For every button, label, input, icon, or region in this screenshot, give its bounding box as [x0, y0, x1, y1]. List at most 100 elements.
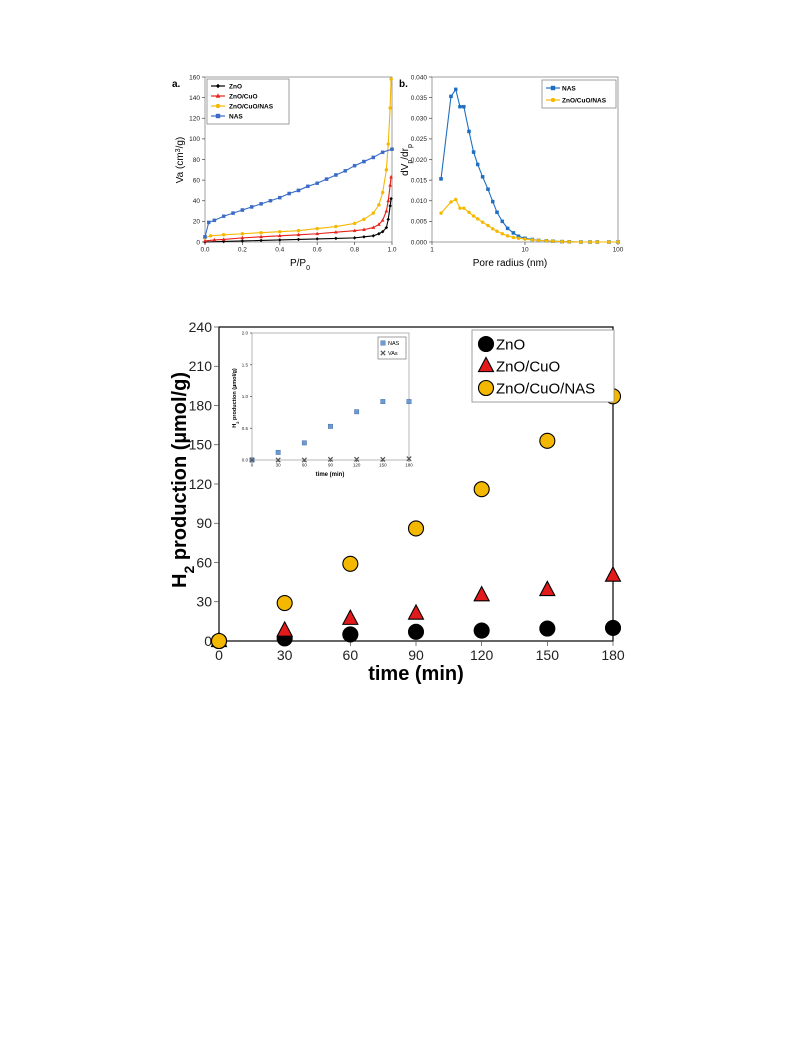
panel-b-y-tick-label: 0.030 [411, 116, 428, 123]
panel-a-legend-marker [215, 113, 221, 119]
panel-a-x-tick-label: 0.2 [238, 247, 247, 254]
main-legend-label: ZnO [496, 336, 525, 353]
inset-chart: 0 30 60 90 120 150 180 0.0 0.5 1.0 1.5 2.0 NAS VAs [242, 331, 414, 468]
main-x-tick-label: 30 [277, 647, 293, 663]
inset-series-nas-point [380, 399, 386, 404]
inset-series-nas-point [354, 409, 360, 415]
main-legend-box [471, 329, 615, 403]
main-legend-marker [477, 379, 495, 397]
panel-b-series-zno-cuo-nas-point [453, 197, 458, 202]
panel-a-series-zno-cuo-point [380, 218, 385, 222]
panel-a-series-zno-cuo-point [240, 235, 245, 240]
panel-a-series-zno-cuo-nas-point [208, 234, 213, 238]
panel-b-xlabel: Pore radius (nm) [473, 258, 547, 269]
panel-a-x-tick-label: 0.8 [350, 247, 359, 254]
panel-b-series-zno-cuo-nas-point [490, 227, 495, 231]
inset-series-vas-point [380, 456, 386, 462]
panel-b-legend-label: NAS [562, 85, 576, 92]
panel-b-series-zno-cuo-nas-point [449, 200, 453, 204]
inset-xlabel: time (min) [316, 472, 345, 478]
panel-b-series-zno-cuo-nas-point [495, 229, 499, 234]
panel-a-x-tick-label: 0.0 [200, 247, 209, 254]
main-series-zno-cuo-point [473, 585, 491, 602]
panel-a-series-zno-cuo-nas-point [221, 233, 226, 237]
inset-x-tick-label: 0 [251, 463, 254, 468]
inset-y-tick-label: 1.5 [242, 362, 249, 367]
main-legend-label: ZnO/CuO/NAS [496, 380, 595, 397]
inset-legend-marker [380, 350, 386, 356]
panel-a-series-zno-cuo-nas-point [334, 224, 338, 229]
inset-y-tick-label: 2.0 [242, 331, 249, 336]
panel-a-series-zno-point [334, 236, 338, 241]
panel-a-y-tick-label: 100 [189, 136, 200, 143]
panel-b-series-zno-cuo-nas-point [467, 210, 471, 215]
panel-a-series-nas-point [324, 177, 329, 181]
inset-legend-label: NAS [388, 341, 400, 347]
panel-b-y-tick-label: 0.020 [411, 157, 428, 164]
panel-b-series-zno-cuo-nas-point [544, 239, 549, 243]
panel-b-chart: 1 10 100 0.000 0.005 0.010 0.015 0.020 0.025 0.03… [411, 74, 624, 253]
panel-a-series-zno-point [384, 225, 389, 230]
inset-x-tick-label: 30 [276, 463, 282, 468]
panel-b-series-nas-point [495, 210, 499, 215]
panel-b-series-zno-cuo-nas-point [523, 237, 527, 241]
panel-a-series-zno-cuo-point [384, 208, 389, 213]
main-x-tick-label: 120 [470, 647, 494, 663]
panel-b-series-zno-cuo-nas-point [551, 239, 555, 243]
panel-b-series-nas-point [458, 104, 462, 109]
panel-a-series-nas-point [221, 214, 226, 218]
panel-a-series-zno-cuo-nas-point [384, 168, 389, 172]
panel-a-series-zno-cuo-point [212, 237, 217, 242]
panel-b-series-zno-cuo-nas-point [536, 238, 541, 243]
panel-b-x-tick-label: 10 [521, 247, 529, 254]
panel-b-y-tick-label: 0.025 [411, 136, 428, 143]
panel-a-series-zno-point [315, 237, 320, 241]
main-y-tick-label: 60 [196, 554, 212, 570]
panel-a-series-zno-cuo-nas-point [315, 226, 319, 231]
panel-b-series-nas-point [453, 87, 458, 92]
panel-b-series-zno-cuo-nas-point [567, 240, 572, 244]
panel-a-series-zno-cuo-point [386, 198, 391, 203]
panel-a-series-zno-point [371, 234, 376, 238]
panel-b-series-nas-point [500, 219, 505, 224]
panel-b-series-zno-cuo-nas-point [588, 240, 592, 244]
main-y-tick-label: 30 [196, 594, 212, 610]
panel-a-series-nas-point [315, 181, 319, 185]
inset-series-vas-point [327, 456, 334, 462]
main-series-zno-point [407, 623, 425, 640]
panel-b-series-nas-point [467, 129, 471, 134]
main-xlabel: time (min) [368, 663, 464, 685]
panel-a-series-nas-point [343, 169, 347, 173]
panel-a-series-zno-cuo-point [389, 174, 393, 179]
main-series-zno-cuo-point [604, 565, 622, 582]
main-series-zno-cuo-nas-point [210, 632, 228, 650]
panel-a-series-zno-cuo-point [388, 183, 392, 187]
inset-series-nas-point [301, 440, 307, 446]
main-series-zno-point [473, 622, 490, 639]
panel-a-series-zno-cuo-point [296, 232, 301, 237]
panel-a-series-zno-cuo-nas-point [389, 77, 393, 81]
inset-y-tick-label: 0.5 [242, 426, 249, 431]
panel-a-series-nas-point [278, 195, 282, 200]
panel-a-legend-marker [215, 103, 221, 109]
panel-b-y-tick-label: 0.010 [411, 198, 428, 205]
panel-b-series-zno-cuo-nas-point [560, 239, 564, 244]
panel-a-series-zno-cuo-point [371, 225, 376, 229]
inset-y-tick-label: 0.0 [242, 458, 249, 463]
inset-x-tick-label: 120 [353, 463, 361, 468]
inset-legend-marker [380, 340, 386, 346]
panel-a-series-zno-cuo-nas-point [362, 217, 366, 222]
panel-a-y-tick-label: 40 [193, 198, 201, 205]
main-y-tick-label: 240 [189, 319, 213, 335]
panel-a-series-zno-cuo-nas-point [352, 221, 357, 226]
panel-a-series-zno-point [362, 235, 366, 239]
panel-a-y-tick-label: 20 [193, 219, 201, 226]
panel-a-series-nas-point [362, 159, 366, 164]
panel-a-series-nas-point [259, 202, 263, 206]
panel-b-y-tick-label: 0.005 [411, 219, 428, 226]
main-x-tick-label: 90 [408, 647, 424, 663]
panel-a-ylabel: Va (cm3/g) [175, 137, 187, 184]
panel-a-legend-marker [215, 83, 221, 89]
panel-a-series-nas-point [212, 218, 217, 223]
panel-a-series-nas-point [371, 155, 376, 160]
